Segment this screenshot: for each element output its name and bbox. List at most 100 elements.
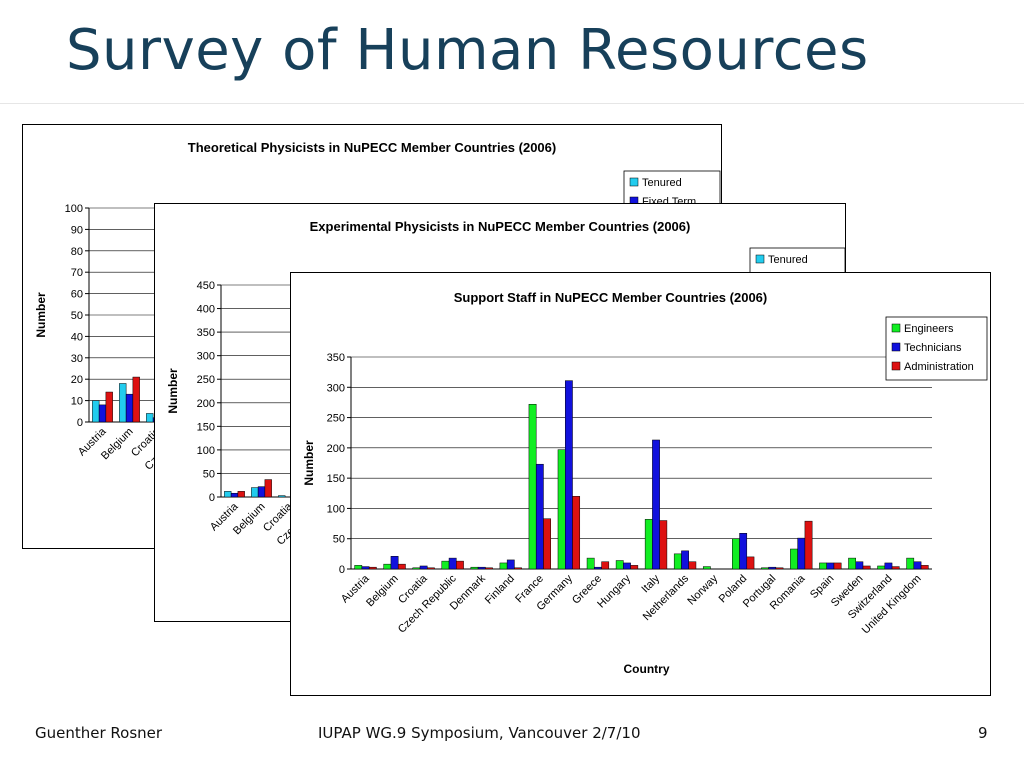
support-staff-chart: Support Staff in NuPECC Member Countries…: [290, 272, 991, 696]
y-tick-label: 80: [71, 246, 83, 258]
y-tick-label: 450: [197, 280, 215, 292]
bar-engineers: [470, 566, 479, 570]
bar-technicians: [448, 557, 457, 570]
y-tick-label: 30: [71, 353, 83, 365]
y-tick-label: 150: [197, 421, 215, 433]
footer-event: IUPAP WG.9 Symposium, Vancouver 2/7/10: [318, 724, 641, 742]
legend-label: Tenured: [642, 177, 682, 189]
bar-engineers: [906, 557, 915, 570]
bar-administration: [427, 567, 435, 570]
bar-administration: [543, 518, 551, 570]
y-tick-label: 100: [327, 503, 345, 515]
bar-administration: [514, 567, 522, 570]
y-tick-label: 100: [197, 445, 215, 457]
bar-engineers: [702, 566, 711, 570]
y-tick-label: 150: [327, 473, 345, 485]
y-tick-label: 0: [77, 417, 83, 429]
legend-label: Technicians: [904, 342, 962, 354]
chart-title: Theoretical Physicists in NuPECC Member …: [188, 140, 556, 155]
bar-engineers: [732, 538, 740, 570]
y-tick-label: 300: [327, 382, 345, 394]
bar-engineers: [644, 519, 653, 570]
bar-engineers: [383, 563, 392, 570]
legend-swatch: [755, 254, 765, 264]
y-tick-label: 20: [71, 374, 83, 386]
legend-box: [885, 316, 988, 381]
bar-tenured: [92, 400, 100, 423]
bar-engineers: [761, 567, 769, 570]
legend-swatch: [891, 342, 901, 352]
bar-engineers: [615, 560, 624, 570]
slide-title: Survey of Human Resources: [66, 18, 869, 83]
bar-engineers: [441, 560, 450, 570]
bar-technicians: [477, 566, 486, 570]
legend-label: Administration: [904, 361, 974, 373]
y-tick-label: 50: [203, 468, 215, 480]
bar-technicians: [768, 566, 777, 570]
bar-technicians: [855, 561, 864, 570]
bar-technicians: [739, 533, 748, 570]
bar-administration: [688, 561, 697, 570]
bar-administration: [397, 563, 406, 570]
chart-title: Support Staff in NuPECC Member Countries…: [454, 290, 767, 305]
y-tick-label: 50: [333, 534, 345, 546]
y-tick-label: 50: [71, 310, 83, 322]
bar-administration: [775, 567, 784, 570]
bar-administration: [572, 496, 581, 570]
bar-tenured: [278, 495, 286, 498]
bar-engineers: [877, 565, 886, 570]
bar-administration: [456, 560, 464, 570]
bar-administration: [485, 567, 493, 570]
y-tick-label: 70: [71, 267, 83, 279]
bar-administration: [601, 561, 610, 570]
bar-technicians: [361, 566, 370, 570]
bar-series-2: [132, 376, 140, 423]
bar-administration: [862, 565, 871, 570]
bar-engineers: [499, 562, 508, 570]
bar-fixed-term: [125, 393, 134, 423]
bar-engineers: [790, 548, 798, 570]
y-axis-label: Number: [34, 292, 48, 338]
page-number: 9: [978, 724, 988, 742]
bar-tenured: [224, 491, 232, 498]
title-band: Survey of Human Resources: [0, 0, 1024, 104]
bar-administration: [920, 565, 929, 570]
x-tick-label: Belgium: [364, 573, 401, 610]
bar-technicians: [681, 550, 689, 570]
bar-engineers: [528, 403, 537, 570]
x-tick-label: Finland: [483, 573, 517, 607]
bar-tenured: [146, 413, 154, 423]
bar-technicians: [535, 463, 544, 570]
bar-engineers: [412, 567, 421, 570]
x-axis-label: Country: [624, 662, 670, 676]
y-tick-label: 200: [327, 443, 345, 455]
bar-series-1: [257, 486, 266, 498]
bar-series-2: [237, 491, 245, 498]
legend-label: Tenured: [768, 254, 808, 266]
bar-technicians: [884, 562, 893, 570]
bar-engineers: [557, 449, 566, 570]
bar-tenured: [251, 487, 259, 498]
x-tick-label: Norway: [685, 572, 720, 607]
bar-technicians: [913, 561, 922, 570]
legend-label: Engineers: [904, 323, 954, 335]
bar-series-2: [264, 479, 272, 498]
bar-technicians: [797, 537, 806, 570]
y-axis-label: Number: [302, 440, 316, 486]
bar-engineers: [354, 565, 363, 570]
y-tick-label: 350: [327, 352, 345, 364]
y-tick-label: 200: [197, 398, 215, 410]
bar-administration: [630, 565, 639, 570]
bar-administration: [804, 520, 813, 570]
y-tick-label: 250: [197, 374, 215, 386]
legend-swatch: [629, 177, 639, 187]
bar-technicians: [419, 565, 428, 570]
bar-tenured: [119, 383, 127, 423]
legend-swatch: [891, 361, 901, 371]
bar-series-2: [105, 391, 113, 423]
y-tick-label: 250: [327, 413, 345, 425]
bar-fixed-term: [98, 404, 107, 423]
bar-technicians: [564, 380, 573, 570]
y-tick-label: 10: [71, 396, 83, 408]
y-tick-label: 0: [339, 564, 345, 576]
